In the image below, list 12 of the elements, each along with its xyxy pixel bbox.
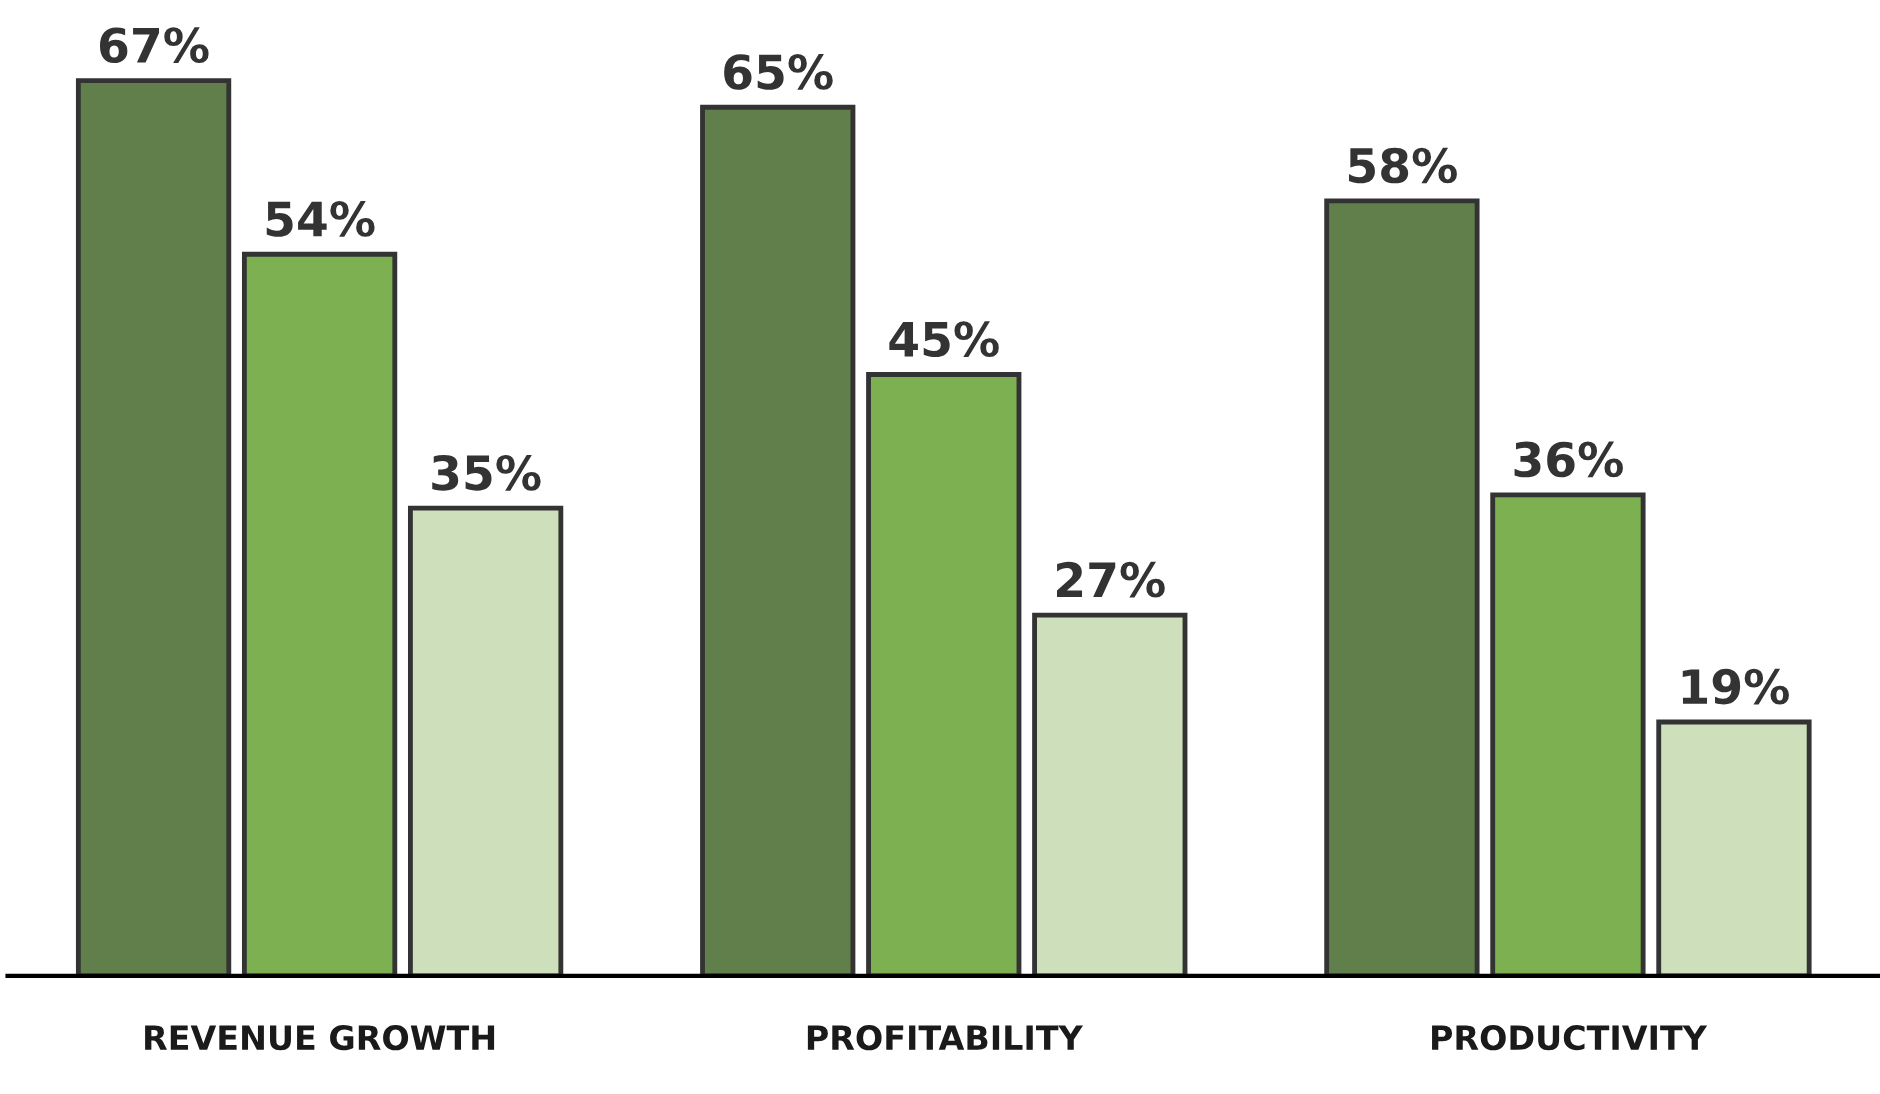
data-label: 36% bbox=[1514, 441, 1623, 478]
data-label: 27% bbox=[1057, 561, 1165, 598]
x-tick-label: PROFITABILITY bbox=[807, 1025, 1084, 1051]
data-label: 67% bbox=[99, 27, 209, 64]
x-tick-label: REVENUE GROWTH bbox=[145, 1025, 495, 1051]
x-tick-label: PRODUCTIVITY bbox=[1432, 1025, 1708, 1051]
data-label: 35% bbox=[432, 454, 541, 491]
data-label: 54% bbox=[266, 201, 375, 237]
data-label: 58% bbox=[1349, 147, 1457, 184]
data-label: 45% bbox=[889, 321, 999, 358]
data-label: 19% bbox=[1682, 668, 1789, 705]
data-label: 65% bbox=[724, 54, 833, 90]
